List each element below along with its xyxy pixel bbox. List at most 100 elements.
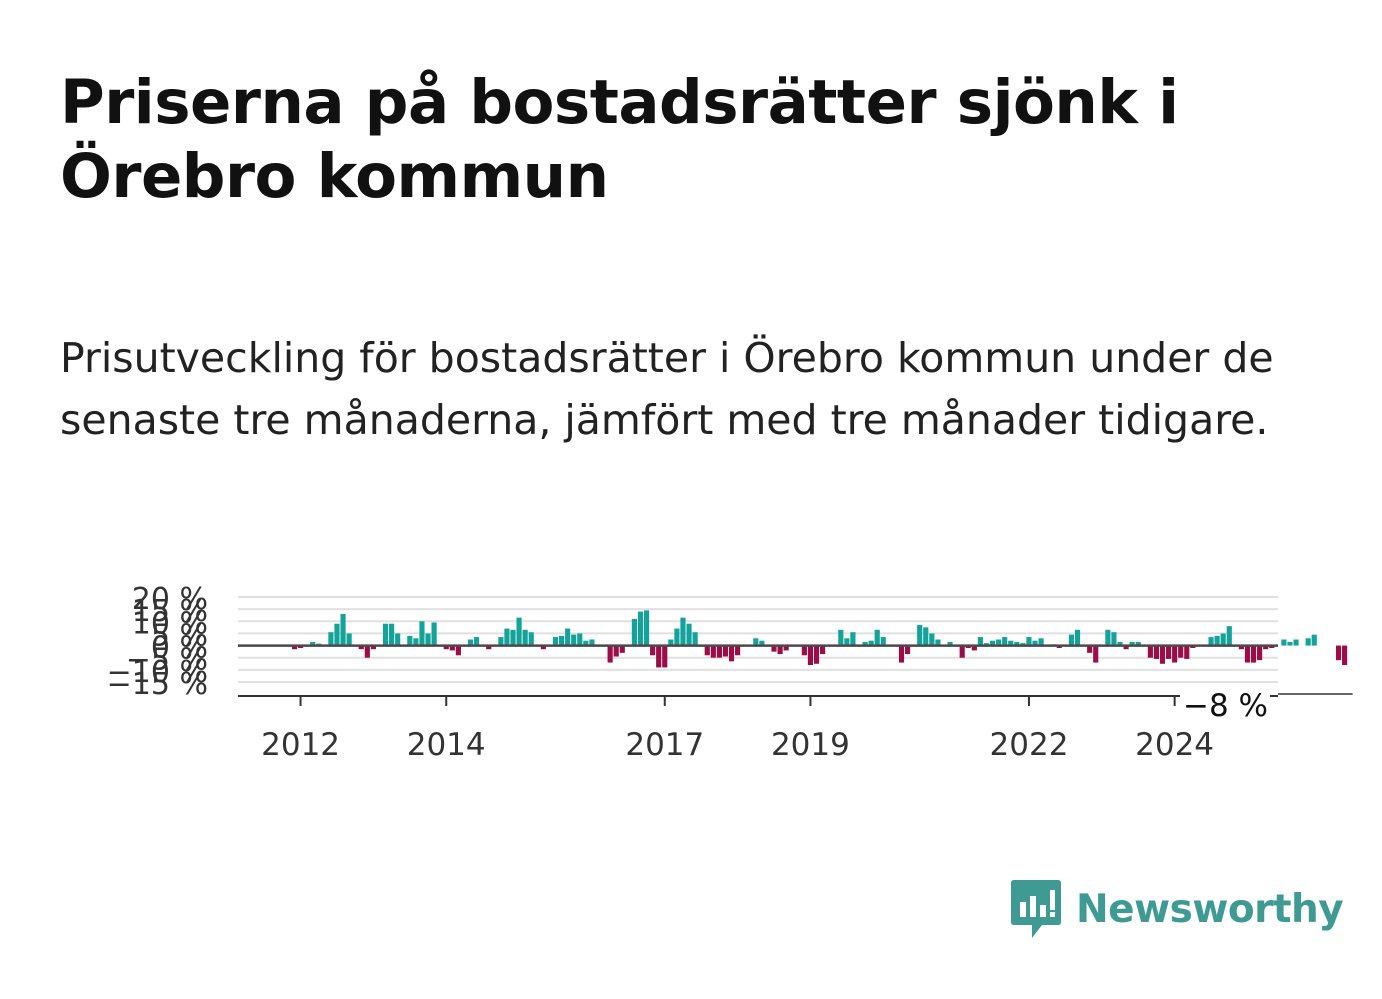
bar <box>1026 637 1032 646</box>
bar <box>728 645 735 662</box>
bar <box>1159 645 1166 664</box>
bar <box>1038 638 1044 646</box>
bar <box>1178 645 1184 658</box>
bar <box>1123 645 1129 650</box>
bar <box>917 624 923 646</box>
bar <box>716 645 722 658</box>
bar <box>1342 645 1348 665</box>
y-tick-label: 0 % <box>151 631 208 666</box>
bar <box>1111 632 1117 646</box>
y-tick-label: 5 % <box>151 618 208 653</box>
bar <box>710 645 716 658</box>
bar <box>1165 645 1172 659</box>
bar <box>668 639 674 646</box>
annotation-background <box>1180 688 1270 722</box>
bar <box>686 623 692 646</box>
bar <box>334 623 340 646</box>
bar <box>680 617 686 646</box>
bar <box>844 638 850 646</box>
newsworthy-logo-icon <box>1011 880 1061 938</box>
bar <box>674 628 680 646</box>
bar <box>407 635 413 646</box>
bar <box>419 621 425 646</box>
chart-subtitle: Prisutveckling för bostadsrätter i Örebr… <box>60 334 1274 444</box>
bar <box>959 645 965 658</box>
y-tick-label: 15 % <box>132 594 208 629</box>
bar <box>771 645 777 652</box>
bar <box>880 637 886 646</box>
bar <box>1129 641 1135 646</box>
bar <box>862 641 868 646</box>
bar <box>1257 645 1263 661</box>
y-tick-label: −5 % <box>126 643 208 678</box>
bar <box>777 645 783 655</box>
bar <box>996 639 1002 646</box>
bar <box>1172 645 1178 663</box>
bar <box>868 640 874 646</box>
y-tick-label: −15 % <box>107 667 208 702</box>
chart-title: Priserna på bostadsrätter sjönk i Örebro… <box>60 67 1179 212</box>
bar <box>571 634 577 646</box>
bar <box>722 645 729 657</box>
bar <box>838 629 844 646</box>
bar <box>637 611 644 646</box>
bar <box>577 633 583 646</box>
bar <box>522 629 528 646</box>
bar <box>898 645 905 663</box>
bar <box>1208 637 1214 646</box>
bar <box>947 641 953 646</box>
bar <box>929 633 935 646</box>
bar <box>613 645 619 657</box>
bar <box>1008 640 1014 646</box>
bar <box>552 637 559 646</box>
bar <box>1087 645 1093 653</box>
bar <box>1238 645 1244 650</box>
bar <box>662 645 668 668</box>
bar <box>382 623 389 646</box>
last-value-label: −8 % <box>1183 688 1268 724</box>
bar <box>1293 639 1299 646</box>
bar <box>820 645 826 655</box>
bar <box>413 638 419 646</box>
bar <box>989 640 996 646</box>
y-tick-label: −10 % <box>107 655 208 690</box>
bar <box>923 627 929 646</box>
bar <box>291 645 298 650</box>
bar <box>389 623 395 646</box>
bar <box>759 640 765 646</box>
bar <box>425 633 431 646</box>
bar <box>558 635 565 646</box>
bar <box>1147 645 1153 658</box>
bar <box>443 645 449 650</box>
bar <box>704 645 710 656</box>
bar <box>935 639 941 646</box>
bar <box>1335 645 1342 661</box>
bar <box>1287 641 1293 646</box>
x-tick-label: 2014 <box>407 727 486 763</box>
bar <box>1074 629 1081 646</box>
bar <box>370 645 376 650</box>
bar <box>631 618 637 646</box>
bar <box>1220 633 1226 646</box>
bar <box>813 645 820 664</box>
bar <box>1281 639 1287 646</box>
bar <box>328 632 334 646</box>
bar <box>1153 645 1160 659</box>
bar <box>395 633 401 646</box>
bar <box>1002 637 1008 646</box>
bar <box>1311 634 1317 646</box>
bar <box>656 645 662 668</box>
bar <box>1184 645 1190 659</box>
bar <box>474 637 480 646</box>
bar <box>540 645 546 650</box>
x-tick-label: 2024 <box>1135 727 1214 763</box>
bar <box>467 639 474 646</box>
bar <box>735 645 741 656</box>
bar <box>486 645 492 650</box>
bar <box>1068 634 1075 646</box>
bar <box>358 645 364 650</box>
bar <box>874 629 880 646</box>
bar <box>971 645 977 651</box>
bar <box>1244 645 1251 663</box>
bar <box>310 641 316 646</box>
